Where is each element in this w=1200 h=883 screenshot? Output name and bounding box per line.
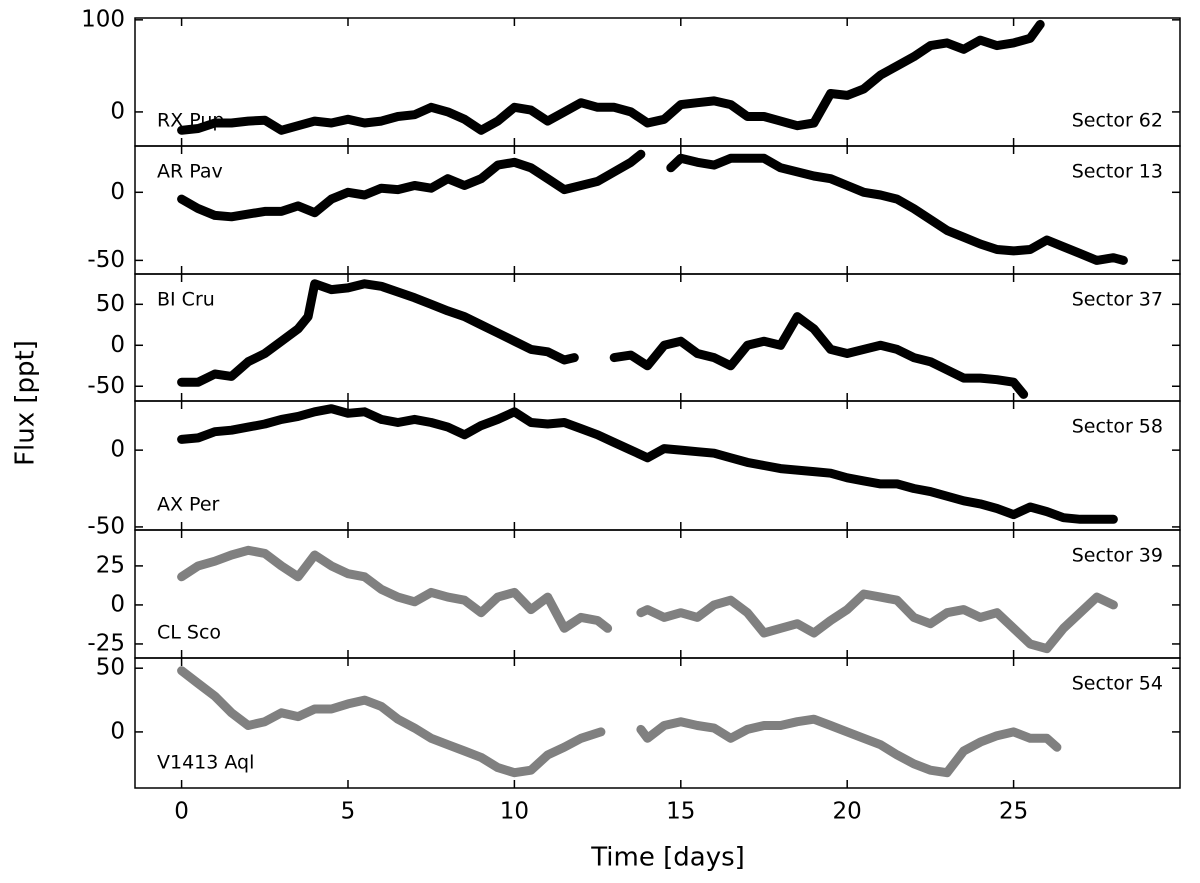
sector-label: Sector 54	[1072, 673, 1163, 695]
panel-frame	[134, 657, 1181, 789]
y-tick-label: 50	[96, 291, 125, 317]
light-curve	[177, 19, 1045, 135]
x-tick-label: 10	[500, 799, 529, 825]
star-name: AX Per	[157, 494, 220, 516]
star-name: BI Cru	[157, 289, 215, 311]
star-name: AR Pav	[157, 161, 223, 183]
y-tick-label: 100	[81, 6, 125, 32]
x-tick-label: 25	[999, 799, 1028, 825]
light-curve	[177, 666, 1062, 778]
y-tick-label: 0	[110, 98, 125, 124]
x-tick-label: 0	[174, 799, 189, 825]
light-curve	[177, 279, 1029, 399]
sector-label: Sector 62	[1072, 110, 1163, 132]
sector-label: Sector 13	[1072, 161, 1163, 183]
light-curve	[177, 545, 1118, 654]
star-name: V1413 Aql	[157, 752, 254, 774]
x-tick-label: 15	[666, 799, 695, 825]
y-axis-label: Flux [ppt]	[11, 340, 41, 466]
y-tick-label: -50	[87, 513, 125, 539]
y-tick-label: 0	[110, 332, 125, 358]
light-curve	[177, 149, 1128, 265]
x-tick-label: 5	[341, 799, 356, 825]
y-tick-label: -50	[87, 373, 125, 399]
sector-label: Sector 58	[1072, 416, 1163, 438]
y-tick-label: 0	[110, 718, 125, 744]
star-name: RX Pup	[157, 110, 224, 132]
y-tick-label: 0	[110, 591, 125, 617]
sector-label: Sector 39	[1072, 545, 1163, 567]
y-tick-label: -25	[87, 630, 125, 656]
y-tick-label: 50	[96, 655, 125, 681]
x-axis-label: Time [days]	[590, 843, 745, 873]
y-tick-label: 25	[96, 552, 125, 578]
y-tick-label: 0	[110, 179, 125, 205]
y-tick-label: -50	[87, 247, 125, 273]
x-tick-label: 20	[833, 799, 862, 825]
sector-label: Sector 37	[1072, 289, 1163, 311]
star-name: CL Sco	[157, 622, 221, 644]
y-tick-label: 0	[110, 437, 125, 463]
light-curve	[177, 404, 1118, 524]
